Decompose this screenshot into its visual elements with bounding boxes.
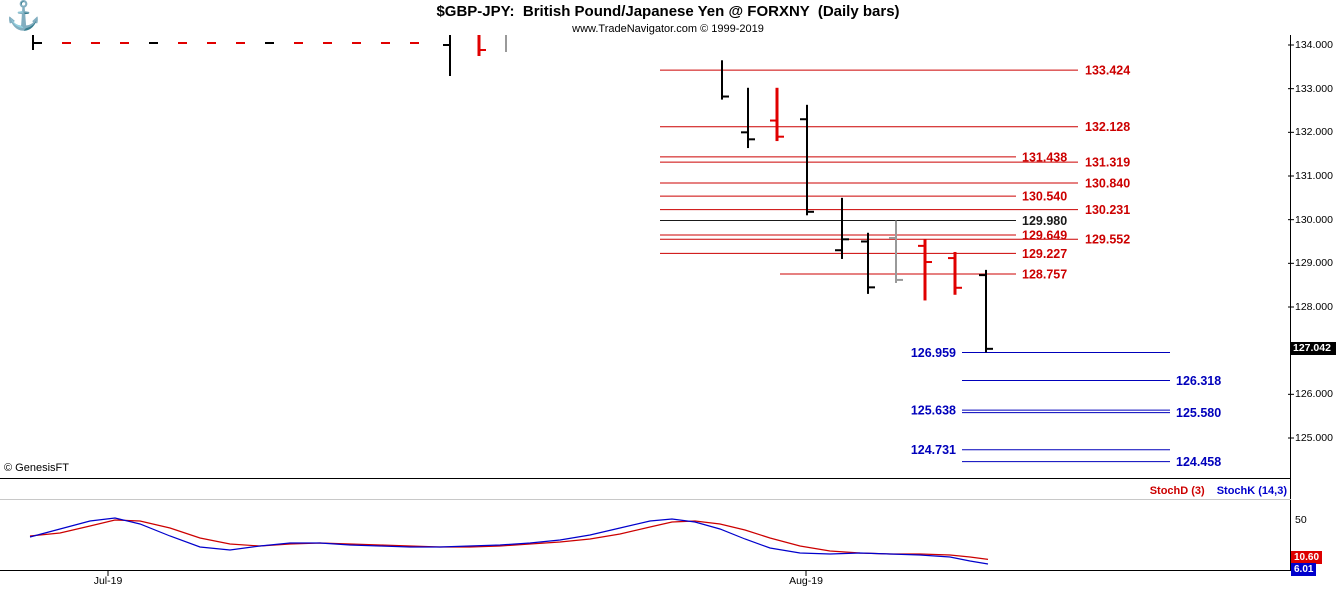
level-price-label: 131.438 [1022,150,1067,164]
level-price-label: 130.540 [1022,190,1067,204]
chart-watermark: www.TradeNavigator.com © 1999-2019 [572,23,764,35]
stochk-current-value-box: 6.01 [1291,563,1317,576]
chart-title: $GBP-JPY: British Pound/Japanese Yen @ F… [436,3,900,20]
stoch-panel-top-border [0,499,1291,500]
genesis-copyright: © GenesisFT [4,462,69,474]
stochk-legend-label[interactable]: StochK (14,3) [1216,485,1287,497]
level-price-label: 133.424 [1085,64,1130,78]
main-panel-bottom-border [0,478,1291,479]
level-price-label: 126.318 [1176,374,1221,388]
anchor-logo-icon: ⚓ [6,0,41,31]
level-price-label: 132.128 [1085,120,1130,134]
level-price-label: 124.458 [1176,455,1221,469]
stochd-current-value-box: 10.60 [1291,551,1323,564]
level-price-label: 125.580 [1176,406,1221,420]
stochk-line[interactable] [29,517,989,565]
level-price-label: 129.980 [1022,214,1067,228]
stochd-legend-label[interactable]: StochD (3) [1149,485,1205,497]
level-price-label: 125.638 [911,404,956,418]
level-price-label: 129.552 [1085,233,1130,247]
level-price-label: 130.840 [1085,176,1130,190]
stoch-axis-label-50: 50 [1295,514,1307,526]
level-price-label: 131.319 [1085,156,1130,170]
level-price-label: 124.731 [911,443,956,457]
current-price-box: 127.042 [1291,341,1336,355]
level-price-label: 128.757 [1022,267,1067,281]
level-price-label: 126.959 [911,346,956,360]
price-axis-border [1290,35,1291,570]
level-price-label: 129.227 [1022,247,1067,261]
level-price-label: 130.231 [1085,203,1130,217]
stoch-legend: StochD (3) StochK (14,3) [1150,485,1287,497]
stochd-line[interactable] [29,519,989,560]
level-price-label: 129.649 [1022,228,1067,242]
stoch-panel-bottom-border [0,570,1291,571]
